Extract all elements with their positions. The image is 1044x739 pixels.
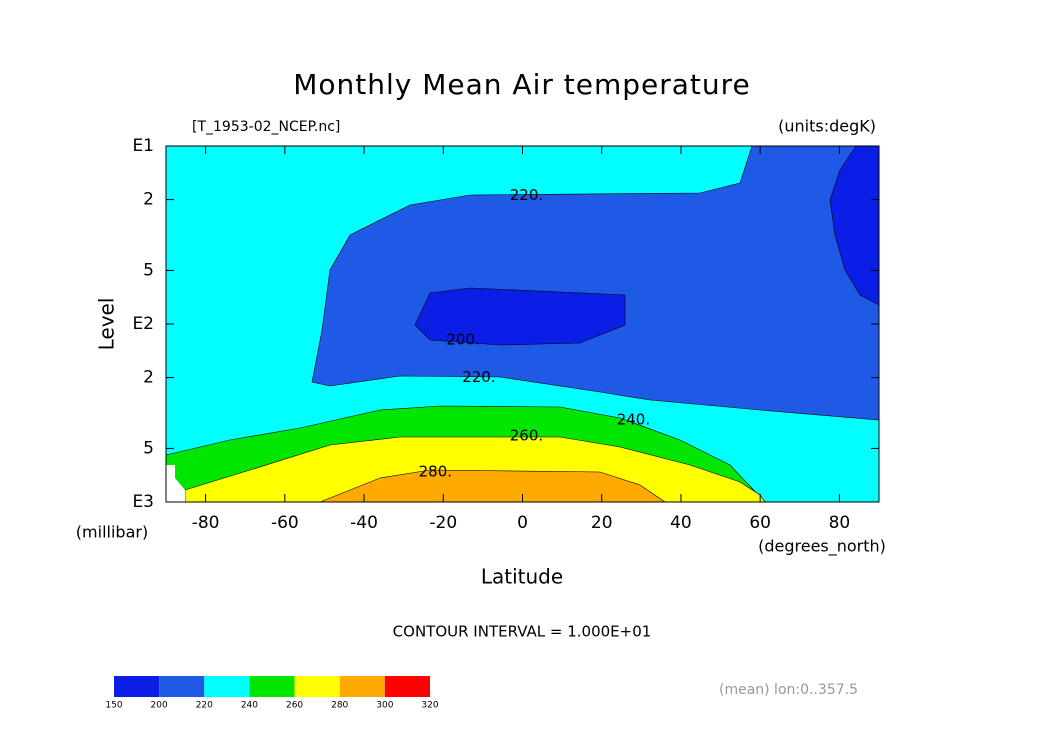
- contour-label: 200.: [446, 331, 479, 349]
- y-tick-label: E1: [132, 136, 154, 156]
- y-tick-label: 5: [143, 438, 154, 458]
- colorbar-segment: [249, 676, 295, 697]
- x-tick-label: -40: [350, 513, 378, 533]
- y-tick-label: 2: [143, 368, 154, 388]
- x-tick-label: 40: [670, 513, 692, 533]
- missing-region: [166, 465, 185, 502]
- colorbar-label: 220: [196, 701, 213, 711]
- x-tick-label: 80: [829, 513, 851, 533]
- x-axis-label: Latitude: [481, 565, 563, 589]
- contour-label: 220.: [462, 368, 495, 386]
- colorbar-label: 200: [151, 701, 168, 711]
- colorbar-label: 150: [105, 701, 122, 711]
- units-label: (units:degK): [778, 117, 876, 136]
- y-axis-label: Level: [95, 298, 119, 351]
- x-unit: (degrees_north): [758, 537, 886, 557]
- contour-label: 260.: [510, 427, 543, 445]
- y-tick-label: 2: [143, 190, 154, 210]
- note: (mean) lon:0..357.5: [719, 682, 858, 698]
- colorbar-segment: [204, 676, 250, 697]
- y-tick-label: 5: [143, 260, 154, 280]
- colorbar-segment: [294, 676, 340, 697]
- contour-region: [414, 287, 626, 346]
- colorbar-label: 280: [331, 701, 348, 711]
- x-tick-label: 60: [749, 513, 771, 533]
- colorbar-label: 320: [421, 701, 438, 711]
- contour-label: 280.: [419, 462, 452, 480]
- subtitle: [T_1953-02_NCEP.nc]: [192, 119, 340, 135]
- x-tick-label: -80: [192, 513, 220, 533]
- x-tick-label: -60: [271, 513, 299, 533]
- colorbar-segment: [384, 676, 430, 697]
- x-tick-label: 0: [517, 513, 528, 533]
- contour-label: 220.: [510, 186, 543, 204]
- colorbar-label: 240: [241, 701, 258, 711]
- y-unit: (millibar): [76, 523, 148, 542]
- y-tick-label: E3: [132, 492, 154, 512]
- contour-label: 240.: [617, 410, 650, 428]
- x-tick-label: -20: [429, 513, 457, 533]
- colorbar-segment: [159, 676, 205, 697]
- colorbar-label: 260: [286, 701, 303, 711]
- chart-title: Monthly Mean Air temperature: [293, 68, 751, 101]
- x-tick-label: 20: [591, 513, 613, 533]
- colorbar-segment: [114, 676, 160, 697]
- colorbar-segment: [339, 676, 385, 697]
- y-tick-label: E2: [132, 314, 154, 334]
- plot-area: [165, 145, 880, 503]
- colorbar-label: 300: [376, 701, 393, 711]
- footer: CONTOUR INTERVAL = 1.000E+01: [393, 623, 652, 641]
